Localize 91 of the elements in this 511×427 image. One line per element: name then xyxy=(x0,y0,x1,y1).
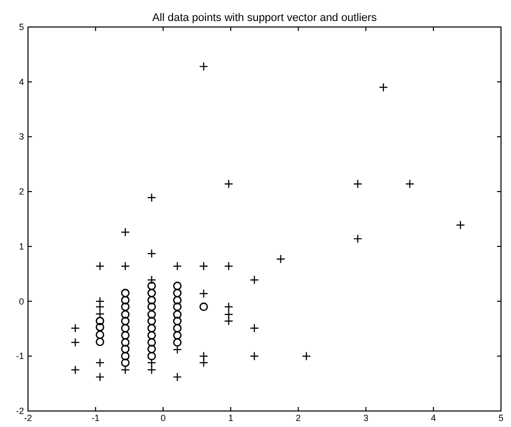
point xyxy=(378,82,388,92)
y-tick-label: 2 xyxy=(18,186,24,197)
point xyxy=(121,288,130,298)
x-tick-label: 2 xyxy=(296,413,301,423)
point xyxy=(95,358,105,368)
point xyxy=(405,179,414,188)
point xyxy=(250,275,259,284)
point xyxy=(120,365,130,374)
point xyxy=(173,302,182,312)
point xyxy=(224,316,234,326)
point xyxy=(199,262,208,271)
point xyxy=(121,358,130,367)
point xyxy=(121,352,130,360)
point xyxy=(173,282,182,290)
point xyxy=(96,338,104,346)
point xyxy=(147,316,156,326)
point xyxy=(70,338,80,347)
point xyxy=(172,262,182,271)
point xyxy=(173,338,182,347)
point xyxy=(302,352,311,361)
point xyxy=(121,338,130,347)
y-tick-label: 5 xyxy=(18,22,24,32)
point xyxy=(121,310,130,319)
point xyxy=(173,331,182,340)
y-tick-label: 4 xyxy=(18,76,24,87)
point xyxy=(147,324,156,332)
point xyxy=(250,352,259,361)
point xyxy=(173,316,182,326)
y-tick-label: 1 xyxy=(18,241,24,252)
point xyxy=(147,288,156,298)
point xyxy=(70,324,80,333)
x-tick-label: 4 xyxy=(430,413,436,423)
point xyxy=(121,324,130,332)
x-tick-label: 1 xyxy=(228,413,234,423)
x-tick-label: 3 xyxy=(363,413,368,423)
point xyxy=(147,352,156,360)
point xyxy=(276,254,286,264)
point xyxy=(147,249,156,258)
point xyxy=(147,296,156,304)
point xyxy=(120,262,130,271)
y-tick-label: -2 xyxy=(16,406,24,416)
point xyxy=(121,296,130,304)
point xyxy=(147,310,156,319)
point xyxy=(224,310,234,319)
point xyxy=(95,309,105,318)
x-tick-label: 0 xyxy=(160,413,166,423)
point xyxy=(120,228,130,237)
point xyxy=(224,262,234,271)
point xyxy=(224,302,234,312)
point xyxy=(70,365,80,374)
point xyxy=(95,302,105,312)
point xyxy=(456,220,466,230)
point xyxy=(147,331,156,340)
point xyxy=(224,179,234,188)
point xyxy=(121,344,130,354)
point xyxy=(147,338,156,347)
point xyxy=(173,288,182,298)
point xyxy=(95,372,105,382)
point xyxy=(172,372,182,382)
point xyxy=(95,296,105,306)
point xyxy=(353,234,362,244)
point xyxy=(147,302,156,312)
point xyxy=(199,352,208,361)
point xyxy=(199,358,208,368)
point xyxy=(173,310,182,319)
point xyxy=(147,344,156,354)
point xyxy=(96,322,104,332)
point xyxy=(147,365,156,374)
point xyxy=(121,331,130,340)
point xyxy=(147,358,156,368)
point xyxy=(96,330,104,339)
point xyxy=(147,275,156,284)
chart-title: All data points with support vector and outliers xyxy=(152,12,378,24)
point xyxy=(353,179,362,188)
point xyxy=(147,193,156,202)
point xyxy=(199,289,208,298)
point xyxy=(96,316,104,326)
point xyxy=(95,262,105,271)
y-tick-label: 3 xyxy=(18,132,24,142)
point xyxy=(121,302,130,312)
point xyxy=(147,282,156,290)
x-tick-label: -1 xyxy=(92,413,100,423)
point xyxy=(250,324,259,333)
point xyxy=(199,302,208,312)
point xyxy=(121,316,130,326)
y-tick-label: 0 xyxy=(18,296,24,306)
point xyxy=(173,324,182,332)
x-tick-label: 5 xyxy=(498,413,504,423)
y-tick-label: -1 xyxy=(16,351,24,362)
point xyxy=(173,296,182,304)
point xyxy=(199,62,208,72)
